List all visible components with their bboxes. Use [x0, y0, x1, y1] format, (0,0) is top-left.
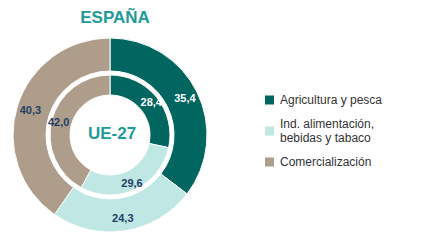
svg-text:Agricultura y pesca: Agricultura y pesca: [280, 93, 382, 107]
svg-text:bebidas y tabaco: bebidas y tabaco: [280, 131, 371, 145]
svg-text:28,4: 28,4: [141, 96, 163, 108]
svg-text:UE-27: UE-27: [88, 124, 136, 143]
svg-text:29,6: 29,6: [121, 177, 142, 189]
svg-text:40,3: 40,3: [20, 104, 41, 116]
svg-text:Comercialización: Comercialización: [280, 155, 371, 169]
svg-text:ESPAÑA: ESPAÑA: [80, 7, 150, 27]
svg-text:35,4: 35,4: [174, 92, 196, 104]
svg-text:Ind. alimentación,: Ind. alimentación,: [280, 117, 377, 131]
svg-text:24,3: 24,3: [112, 212, 133, 224]
svg-text:42,0: 42,0: [48, 116, 69, 128]
